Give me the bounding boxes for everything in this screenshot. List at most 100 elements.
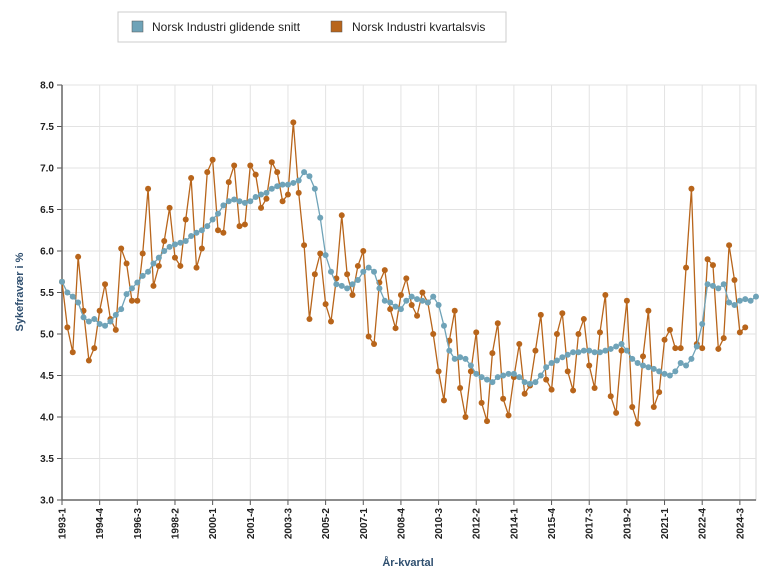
data-point-glidende-snitt[interactable] [161,248,168,254]
data-point-kvartalsvis[interactable] [537,311,544,318]
data-point-glidende-snitt[interactable] [537,372,544,379]
data-point-glidende-snitt[interactable] [629,355,636,362]
data-point-glidende-snitt[interactable] [96,321,103,328]
data-point-kvartalsvis[interactable] [252,171,259,178]
data-point-kvartalsvis[interactable] [139,250,146,257]
data-point-kvartalsvis[interactable] [397,291,404,298]
data-point-kvartalsvis[interactable] [435,368,442,375]
data-point-kvartalsvis[interactable] [128,297,135,304]
data-point-glidende-snitt[interactable] [451,355,458,362]
data-point-kvartalsvis[interactable] [408,301,415,308]
data-point-kvartalsvis[interactable] [322,301,329,308]
data-point-kvartalsvis[interactable] [112,326,119,333]
data-point-glidende-snitt[interactable] [709,282,716,289]
data-point-glidende-snitt[interactable] [742,296,749,303]
data-point-kvartalsvis[interactable] [720,335,727,342]
data-point-glidende-snitt[interactable] [747,297,754,304]
data-point-kvartalsvis[interactable] [666,326,673,333]
data-point-glidende-snitt[interactable] [123,291,130,298]
data-point-kvartalsvis[interactable] [672,345,679,352]
data-point-glidende-snitt[interactable] [510,370,517,377]
data-point-kvartalsvis[interactable] [736,329,743,336]
data-point-glidende-snitt[interactable] [602,347,609,354]
data-point-glidende-snitt[interactable] [128,285,135,292]
data-point-kvartalsvis[interactable] [198,245,205,252]
data-point-kvartalsvis[interactable] [683,264,690,271]
data-point-glidende-snitt[interactable] [274,183,281,190]
data-point-glidende-snitt[interactable] [580,347,587,354]
data-point-glidende-snitt[interactable] [435,301,442,308]
data-point-kvartalsvis[interactable] [457,384,464,391]
data-point-glidende-snitt[interactable] [284,181,291,188]
data-point-glidende-snitt[interactable] [306,173,313,180]
data-point-glidende-snitt[interactable] [387,299,394,306]
data-point-glidende-snitt[interactable] [521,379,528,386]
data-point-kvartalsvis[interactable] [677,345,684,352]
data-point-kvartalsvis[interactable] [709,262,716,269]
data-point-kvartalsvis[interactable] [150,282,157,289]
data-point-kvartalsvis[interactable] [521,390,528,397]
data-point-glidende-snitt[interactable] [683,362,690,369]
data-point-glidende-snitt[interactable] [699,321,706,328]
data-point-kvartalsvis[interactable] [661,336,668,343]
data-point-kvartalsvis[interactable] [188,174,195,181]
data-point-kvartalsvis[interactable] [586,362,593,369]
data-point-glidende-snitt[interactable] [570,349,577,356]
data-point-glidende-snitt[interactable] [182,238,189,245]
data-point-kvartalsvis[interactable] [742,324,749,331]
data-point-kvartalsvis[interactable] [284,191,291,198]
data-point-glidende-snitt[interactable] [672,368,679,375]
data-point-glidende-snitt[interactable] [301,169,308,176]
data-point-glidende-snitt[interactable] [693,343,700,350]
data-point-kvartalsvis[interactable] [349,291,356,298]
data-point-glidende-snitt[interactable] [134,279,141,286]
data-point-kvartalsvis[interactable] [177,262,184,269]
data-point-glidende-snitt[interactable] [75,299,82,306]
data-point-glidende-snitt[interactable] [381,297,388,304]
data-point-kvartalsvis[interactable] [596,329,603,336]
data-point-kvartalsvis[interactable] [478,399,485,406]
data-point-kvartalsvis[interactable] [317,250,324,257]
data-point-glidende-snitt[interactable] [596,349,603,356]
data-point-kvartalsvis[interactable] [301,242,308,249]
data-point-glidende-snitt[interactable] [656,368,663,375]
data-point-glidende-snitt[interactable] [408,293,415,300]
data-point-kvartalsvis[interactable] [69,349,76,356]
data-point-glidende-snitt[interactable] [446,347,453,354]
data-point-glidende-snitt[interactable] [290,179,297,186]
data-point-glidende-snitt[interactable] [333,281,340,288]
data-point-kvartalsvis[interactable] [225,179,232,186]
data-point-kvartalsvis[interactable] [274,169,281,176]
data-point-glidende-snitt[interactable] [150,260,157,267]
data-point-kvartalsvis[interactable] [311,271,318,278]
data-point-glidende-snitt[interactable] [424,299,431,306]
data-point-glidende-snitt[interactable] [500,372,507,379]
data-point-glidende-snitt[interactable] [241,199,248,206]
data-point-kvartalsvis[interactable] [559,310,566,317]
data-point-glidende-snitt[interactable] [91,316,98,323]
data-point-kvartalsvis[interactable] [354,262,361,269]
data-point-kvartalsvis[interactable] [247,162,254,169]
data-point-glidende-snitt[interactable] [118,306,125,313]
data-point-glidende-snitt[interactable] [252,194,259,201]
data-point-kvartalsvis[interactable] [344,271,351,278]
data-point-glidende-snitt[interactable] [715,285,722,292]
data-point-kvartalsvis[interactable] [575,331,582,337]
data-point-kvartalsvis[interactable] [371,340,378,347]
data-point-kvartalsvis[interactable] [473,329,480,336]
data-point-kvartalsvis[interactable] [123,260,130,267]
data-point-kvartalsvis[interactable] [699,345,706,352]
data-point-kvartalsvis[interactable] [451,307,458,314]
data-point-glidende-snitt[interactable] [457,354,464,361]
data-point-kvartalsvis[interactable] [134,297,141,304]
data-point-kvartalsvis[interactable] [338,212,345,219]
data-point-glidende-snitt[interactable] [645,364,652,371]
data-point-kvartalsvis[interactable] [161,238,168,245]
data-point-kvartalsvis[interactable] [290,119,297,126]
data-point-glidende-snitt[interactable] [349,281,356,288]
data-point-glidende-snitt[interactable] [548,360,555,367]
data-point-glidende-snitt[interactable] [102,322,109,329]
data-point-kvartalsvis[interactable] [414,312,421,319]
data-point-glidende-snitt[interactable] [489,379,496,386]
data-point-kvartalsvis[interactable] [650,404,657,411]
